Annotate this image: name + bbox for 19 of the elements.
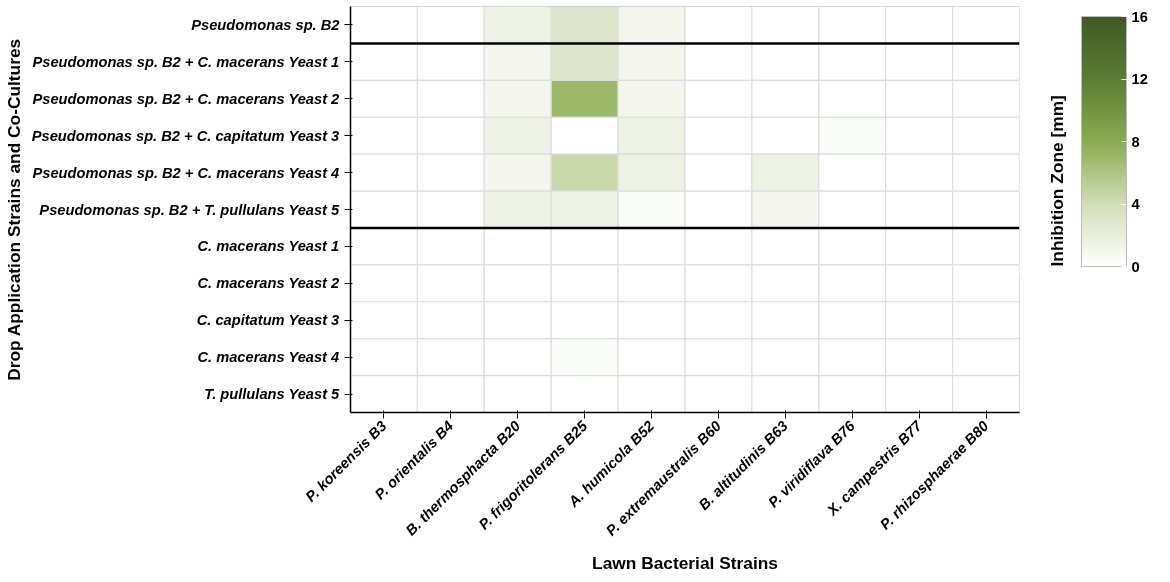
y-axis-title: Drop Application Strains and Co-Cultures	[3, 38, 24, 381]
color-bar-label: 12	[1131, 71, 1148, 87]
y-tick-label: Pseudomonas sp. B2 + C. macerans Yeast 4	[32, 164, 340, 181]
y-tick-label: C. macerans Yeast 4	[197, 349, 340, 366]
y-tick-label: Pseudomonas sp. B2	[191, 16, 340, 33]
y-tick-label: Pseudomonas sp. B2 + C. macerans Yeast 1	[32, 53, 340, 70]
y-tick-label: C. macerans Yeast 1	[197, 238, 340, 255]
y-tick-label: Pseudomonas sp. B2 + T. pullulans Yeast 5	[39, 201, 341, 218]
y-tick-label: Pseudomonas sp. B2 + C. macerans Yeast 2	[32, 90, 340, 107]
color-bar-label: 4	[1131, 196, 1141, 212]
color-bar-label: 16	[1131, 8, 1148, 25]
y-tick-label: C. macerans Yeast 2	[197, 275, 340, 292]
y-tick-label: Pseudomonas sp. B2 + C. capitatum Yeast 3	[31, 127, 340, 144]
color-bar-title: Inhibition Zone [mm]	[1046, 95, 1067, 267]
y-tick-label: C. capitatum Yeast 3	[196, 312, 340, 329]
y-tick-label: T. pullulans Yeast 5	[204, 386, 341, 403]
color-bar-label: 0	[1131, 258, 1140, 275]
color-bar-label: 8	[1131, 133, 1140, 150]
x-axis-title: Lawn Bacterial Strains	[592, 552, 778, 573]
